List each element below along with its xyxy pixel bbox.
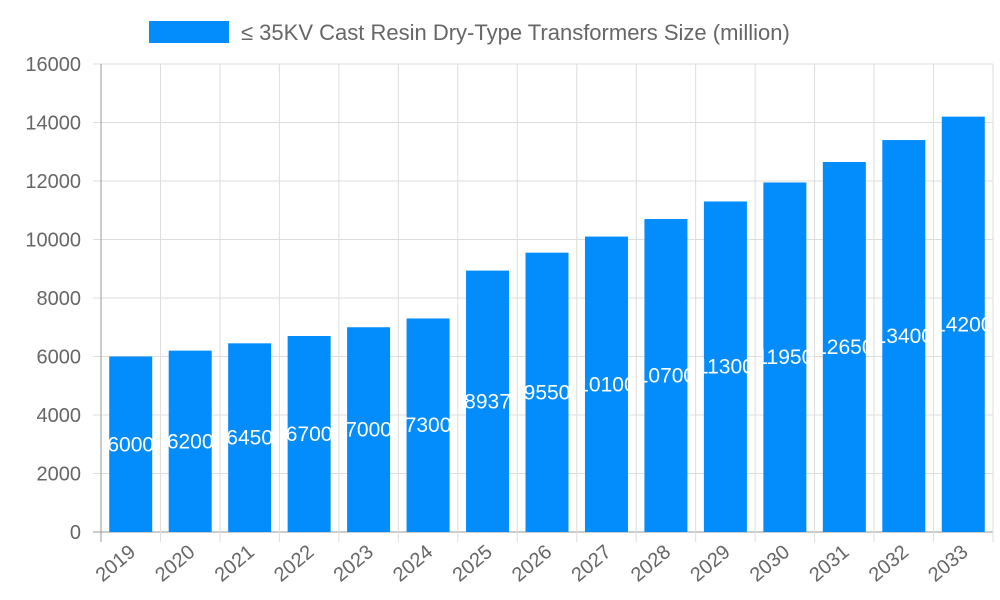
data-label: 14200 [934,313,992,336]
y-tick-label: 0 [70,522,81,544]
x-tick-label: 2022 [270,541,318,586]
legend-label: ≤ 35KV Cast Resin Dry-Type Transformers … [241,20,790,45]
data-label: 13400 [875,325,933,348]
bar [406,318,450,532]
bar [466,270,510,532]
bar [703,201,747,532]
x-tick-label: 2021 [211,541,259,586]
bar [347,327,391,532]
x-tick-label: 2028 [627,541,675,586]
data-label: 9550 [524,381,571,404]
x-tick-label: 2026 [508,541,556,586]
bar [287,336,331,532]
bar [525,252,569,532]
data-label: 6000 [107,433,154,456]
bar [168,350,212,532]
bar [941,116,985,533]
bar [882,140,926,533]
y-tick-label: 2000 [37,464,82,486]
bar [228,343,272,532]
x-tick-label: 2031 [805,541,853,586]
bar [584,236,628,532]
y-tick-label: 16000 [25,54,81,76]
data-label: 10700 [637,365,695,388]
x-tick-label: 2025 [449,541,497,586]
data-label: 7000 [345,419,392,442]
data-label: 10100 [577,373,635,396]
x-tick-label: 2023 [330,541,378,586]
y-tick-label: 6000 [37,347,82,369]
x-tick-label: 2033 [924,541,972,586]
data-label: 12650 [815,336,873,359]
legend-swatch [149,21,229,43]
x-tick-label: 2020 [151,541,199,586]
y-tick-label: 12000 [25,171,81,193]
bar [644,219,688,532]
data-label: 6200 [167,430,214,453]
data-label: 6450 [226,427,273,450]
x-tick-label: 2024 [389,541,437,586]
data-label: 8937 [464,390,511,413]
data-label: 11950 [756,346,813,369]
data-label: 6700 [286,423,333,446]
y-tick-label: 4000 [37,405,82,427]
x-tick-label: 2030 [746,541,794,586]
x-tick-label: 2019 [92,541,140,586]
data-label: 7300 [405,414,452,437]
x-tick-label: 2029 [686,541,734,586]
bar [763,182,807,532]
x-tick-label: 2032 [865,541,913,586]
data-label: 11300 [697,356,754,379]
bar [822,161,866,533]
y-tick-label: 8000 [37,288,82,310]
x-tick-label: 2027 [567,541,615,586]
y-tick-label: 14000 [25,113,81,135]
y-tick-label: 10000 [25,230,81,252]
bar [109,356,153,532]
